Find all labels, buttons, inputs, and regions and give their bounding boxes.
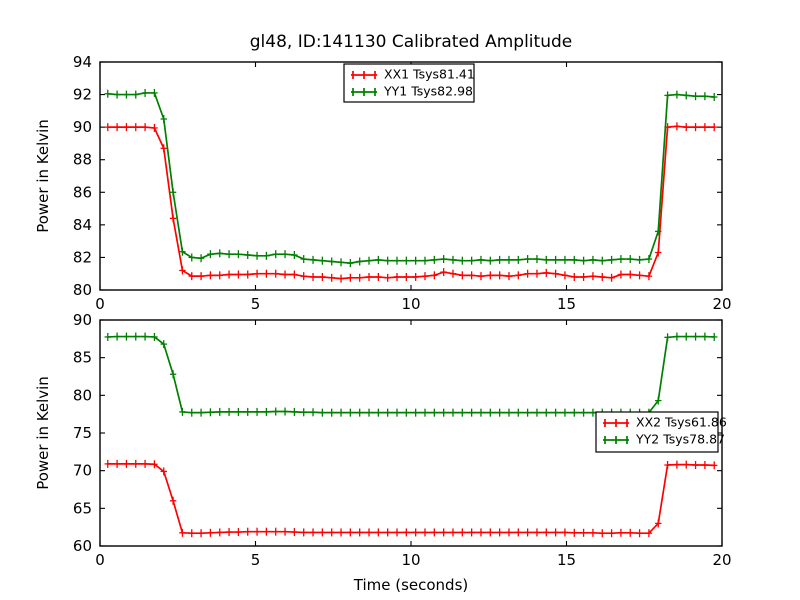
top-ytick-label-80: 80	[73, 281, 92, 299]
top-ytick-label-90: 90	[73, 118, 92, 136]
bottom-xtick-label-10: 10	[401, 551, 420, 569]
top-xtick-label-5: 5	[251, 295, 261, 313]
top-y-axis-label: Power in Kelvin	[34, 119, 52, 233]
bottom-xtick-label-20: 20	[712, 551, 731, 569]
top-ytick-label-82: 82	[73, 248, 92, 266]
bottom-xtick-label-5: 5	[251, 551, 261, 569]
bottom-y-axis-label: Power in Kelvin	[34, 376, 52, 490]
bottom-panel: 60 65 70 75 80 85 90 0 5 10 15 20 Power in Kelvin Tim…	[34, 311, 732, 594]
bottom-legend-label-yy: YY2 Tsys78.87	[635, 432, 725, 447]
bottom-ytick-label-65: 65	[73, 499, 92, 517]
top-legend-label-yy: YY1 Tsys82.98	[383, 84, 473, 99]
bottom-ytick-label-80: 80	[73, 386, 92, 404]
top-ytick-label-86: 86	[73, 183, 92, 201]
bottom-legend[interactable]: XX2 Tsys61.86 YY2 Tsys78.87	[595, 411, 727, 453]
top-axes-frame	[99, 61, 723, 291]
top-xtick-label-10: 10	[401, 295, 420, 313]
bottom-x-axis-label: Time (seconds)	[353, 576, 469, 594]
top-series-xx-markers	[104, 122, 718, 283]
bottom-ytick-label-70: 70	[73, 462, 92, 480]
bottom-ytick-label-60: 60	[73, 537, 92, 555]
top-xtick-label-20: 20	[712, 295, 731, 313]
top-ytick-label-84: 84	[73, 216, 92, 234]
top-panel: 80 82 84 86 88 90 92 94 0 5 10 15 20 Power in Kelvin X…	[34, 53, 732, 313]
bottom-ytick-label-90: 90	[73, 311, 92, 329]
bottom-legend-label-xx: XX2 Tsys61.86	[636, 415, 727, 430]
top-xtick-label-15: 15	[557, 295, 576, 313]
bottom-ytick-label-75: 75	[73, 424, 92, 442]
top-xtick-label-0: 0	[95, 295, 105, 313]
bottom-xtick-label-15: 15	[557, 551, 576, 569]
top-ytick-label-88: 88	[73, 151, 92, 169]
top-legend[interactable]: XX1 Tsys81.41 YY1 Tsys82.98	[343, 63, 475, 103]
top-ytick-label-92: 92	[73, 86, 92, 104]
figure-title: gl48, ID:141130 Calibrated Amplitude	[250, 32, 572, 52]
top-ytick-label-94: 94	[73, 53, 92, 71]
bottom-series-xx-markers	[104, 459, 718, 538]
bottom-xtick-label-0: 0	[95, 551, 105, 569]
top-legend-frame	[343, 63, 475, 103]
top-legend-label-xx: XX1 Tsys81.41	[384, 67, 475, 82]
bottom-ytick-label-85: 85	[73, 349, 92, 367]
bottom-legend-frame	[595, 411, 719, 453]
top-series-yy-markers	[104, 88, 718, 268]
bottom-axes-frame	[99, 319, 723, 547]
